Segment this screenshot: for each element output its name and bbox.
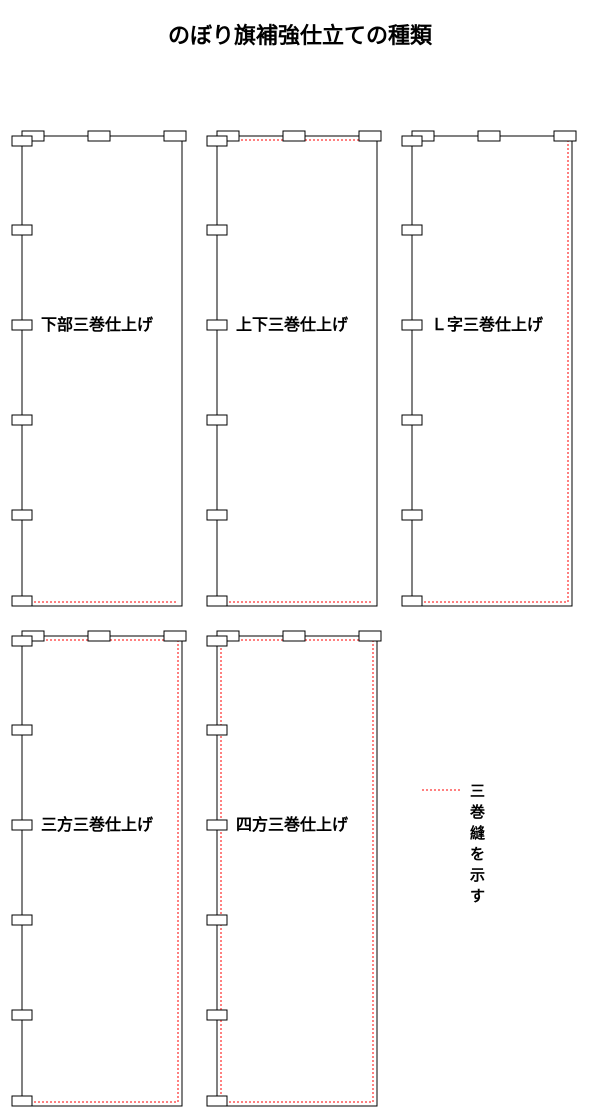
flag-label: Ｌ字三巻仕上げ bbox=[431, 311, 543, 335]
flag-svg bbox=[8, 130, 198, 620]
flag-svg bbox=[8, 630, 198, 1120]
flag-svg bbox=[203, 130, 393, 620]
flag-label: 下部三巻仕上げ bbox=[41, 311, 153, 335]
page-title: のぼり旗補強仕立ての種類 bbox=[0, 0, 600, 60]
flag-label: 三方三巻仕上げ bbox=[41, 811, 153, 835]
flag-diagram: 四方三巻仕上げ bbox=[203, 630, 393, 1120]
flag-diagram: 下部三巻仕上げ bbox=[8, 130, 198, 620]
flag-diagram: 三方三巻仕上げ bbox=[8, 630, 198, 1120]
flag-label: 上下三巻仕上げ bbox=[236, 311, 348, 335]
flag-svg bbox=[203, 630, 393, 1120]
legend-label: 三巻縫を示す bbox=[470, 780, 485, 906]
flag-diagram: 上下三巻仕上げ bbox=[203, 130, 393, 620]
flag-diagram: Ｌ字三巻仕上げ bbox=[398, 130, 588, 620]
legend-seam-line bbox=[420, 786, 464, 794]
flag-label: 四方三巻仕上げ bbox=[236, 811, 348, 835]
flag-svg bbox=[398, 130, 588, 620]
